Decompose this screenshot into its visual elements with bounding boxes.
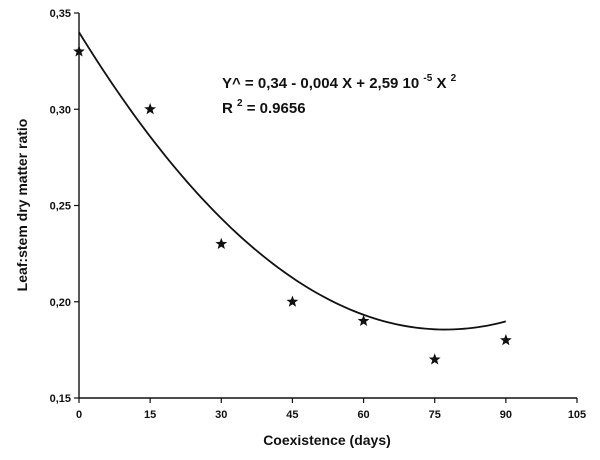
equation-part1: Y^ = 0,34 - 0,004 X + 2,59 10	[222, 75, 419, 92]
data-point-star	[428, 353, 441, 365]
data-point-star	[215, 237, 228, 250]
x-axis-title: Coexistence (days)	[263, 432, 391, 448]
regression-curve	[78, 31, 507, 331]
x-tick-label: 105	[568, 409, 586, 421]
x-tick-label: 0	[76, 409, 82, 421]
x-tick-label: 60	[357, 409, 369, 421]
x-tick-label: 90	[500, 409, 512, 421]
data-points	[73, 45, 512, 365]
data-point-star	[144, 103, 157, 115]
y-tick-label: 0,20	[50, 297, 71, 309]
data-point-star	[357, 314, 370, 327]
data-point-star	[286, 295, 299, 307]
equation-exponent2: 2	[451, 73, 457, 84]
x-tick-label: 75	[429, 409, 441, 421]
x-tick-label: 30	[215, 409, 227, 421]
r-squared-base: R	[222, 100, 233, 117]
y-tick-label: 0,25	[50, 201, 71, 213]
axes	[78, 13, 577, 399]
y-tick-label: 0,35	[50, 8, 71, 20]
regression-equation: Y^ = 0,34 - 0,004 X + 2,59 10 -5 X 2	[222, 68, 457, 92]
y-tick-label: 0,30	[50, 104, 71, 116]
r-squared: R 2 = 0.9656	[222, 93, 306, 117]
equation-exponent1: -5	[423, 73, 432, 84]
equation-part2: X	[436, 75, 446, 92]
r-squared-exponent: 2	[237, 98, 243, 109]
x-tick-label: 45	[286, 409, 298, 421]
tick-labels: 0 15 30 45 60 75 90 105 0,15 0,20 0,25 0,30 0,35	[50, 8, 587, 421]
y-tick-label: 0,15	[50, 393, 71, 405]
y-axis-title: Leaf:stem dry matter ratio	[14, 119, 30, 292]
data-point-star	[499, 334, 512, 346]
x-tick-label: 15	[144, 409, 156, 421]
data-point-star	[73, 45, 85, 57]
r-squared-value: = 0.9656	[247, 100, 306, 117]
ticks	[74, 12, 578, 403]
